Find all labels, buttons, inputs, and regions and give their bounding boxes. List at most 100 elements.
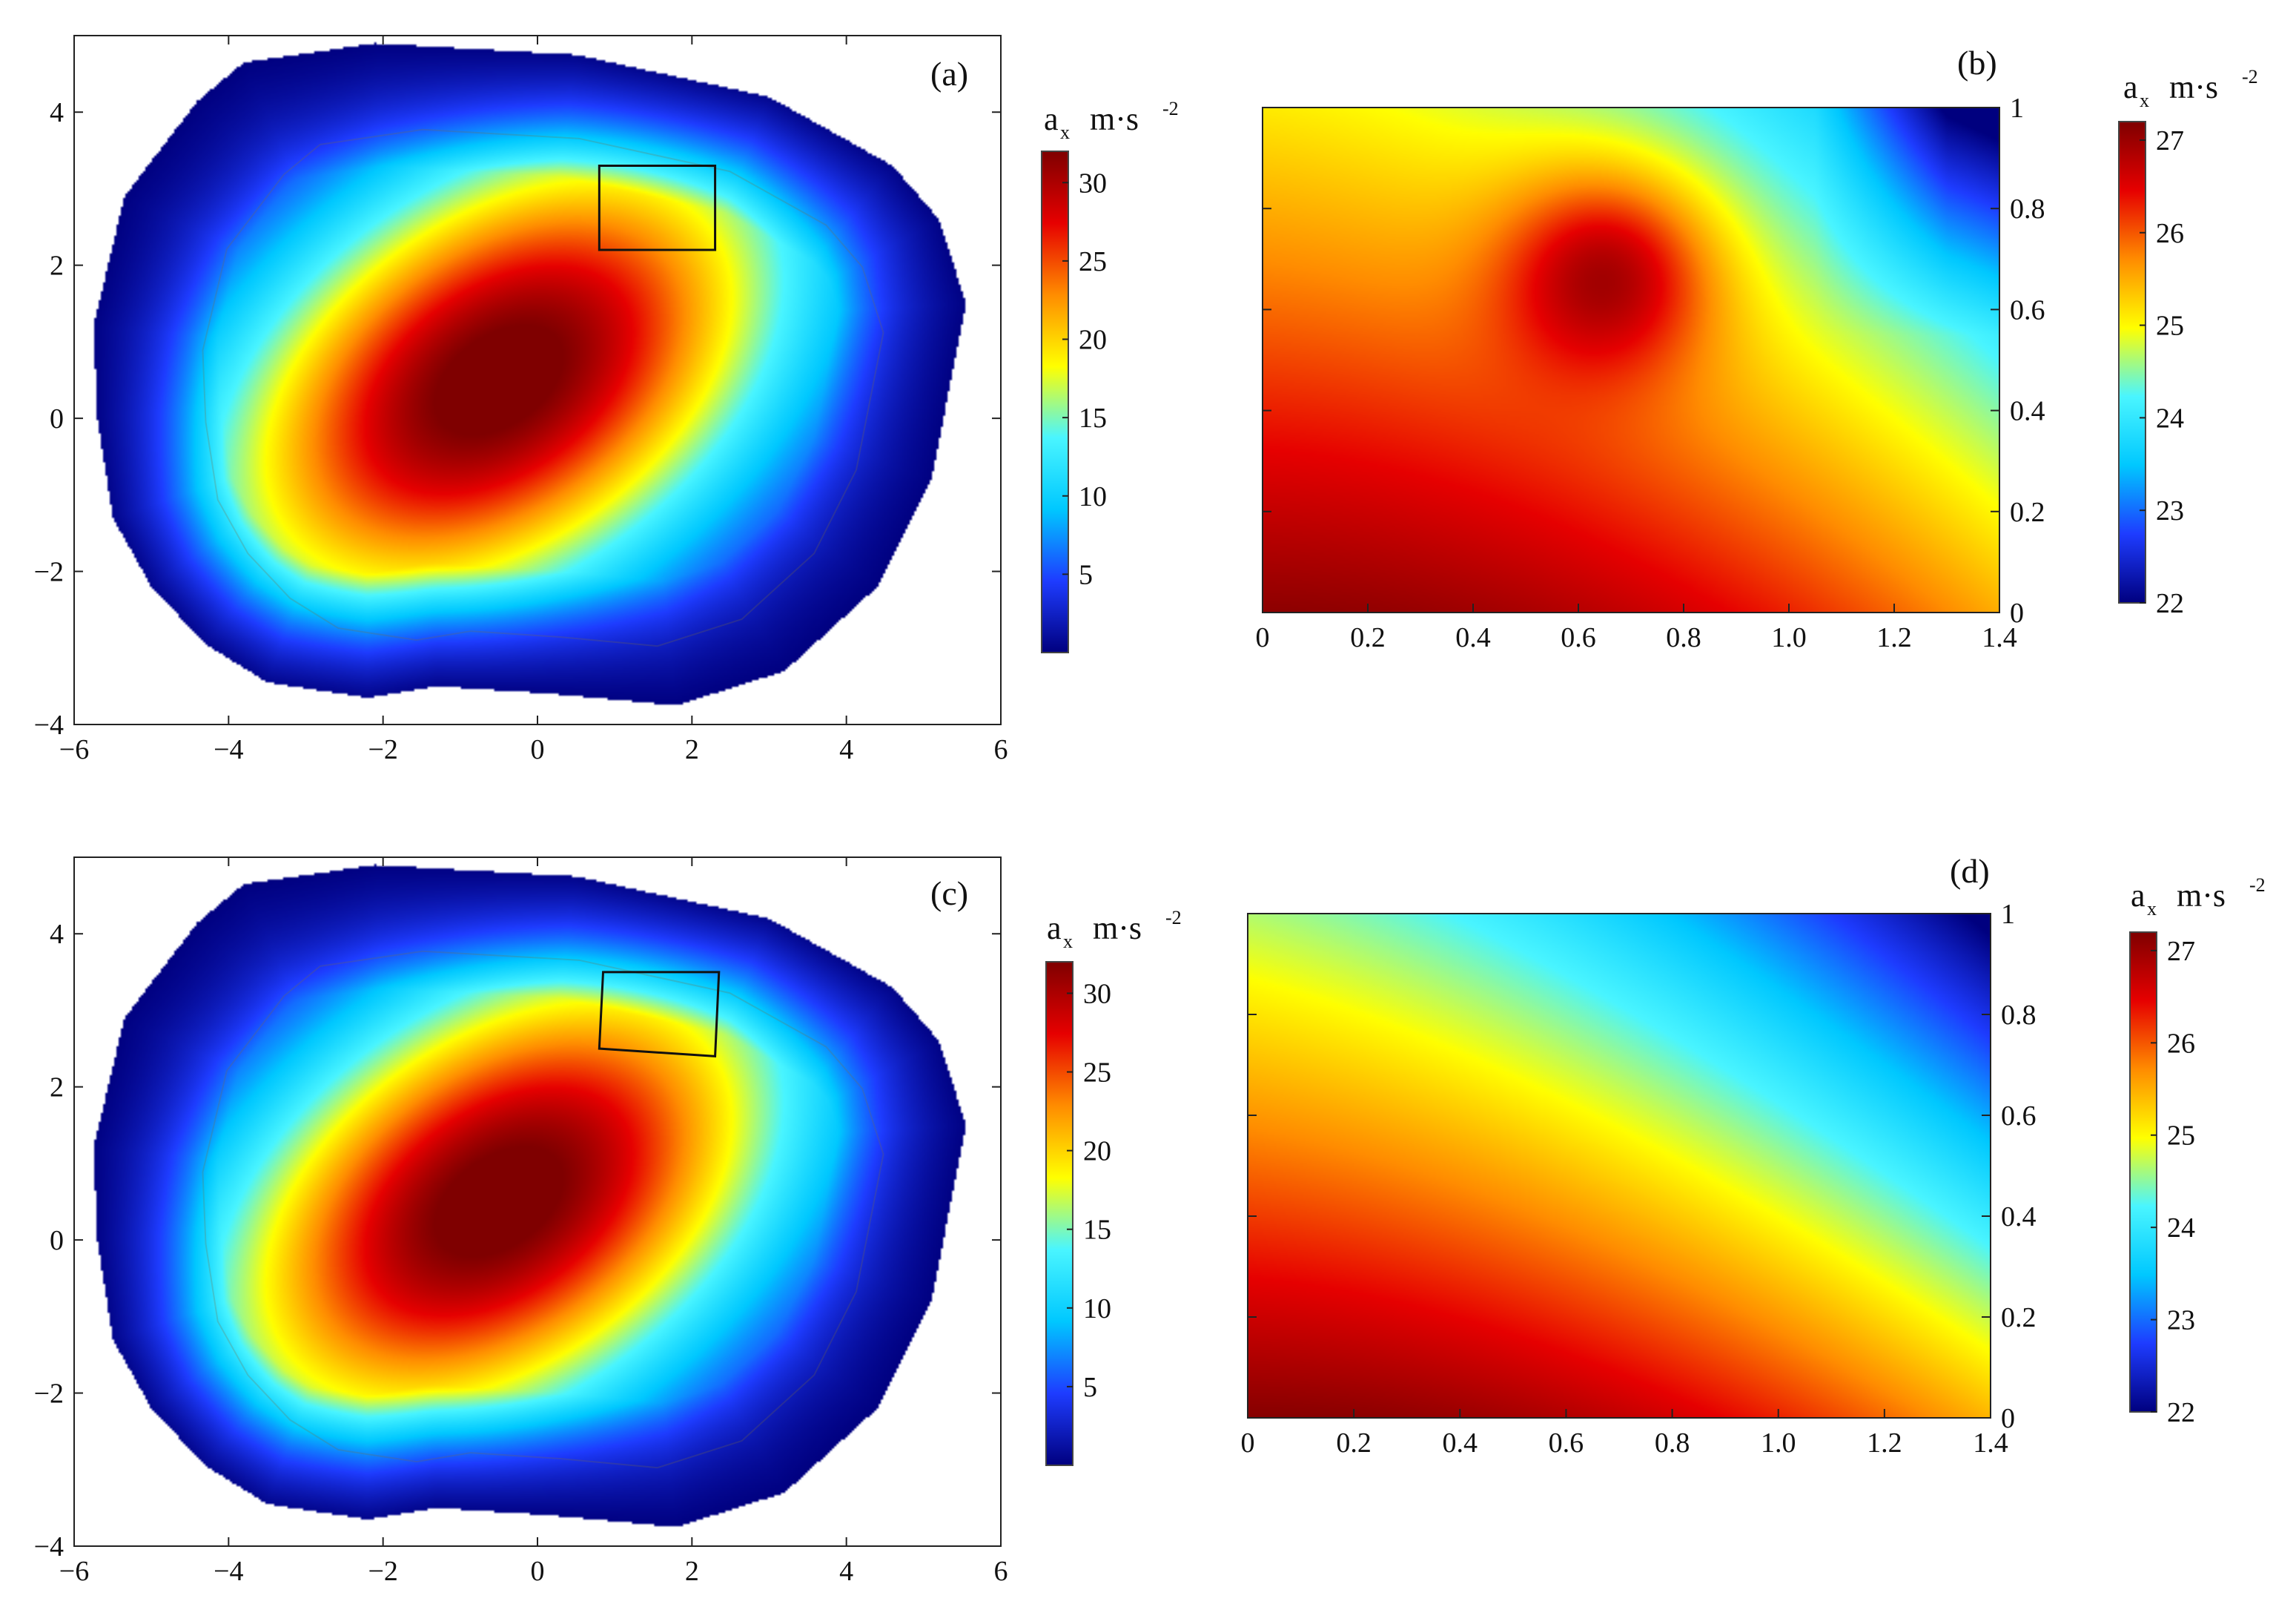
colorbar-subscript: x <box>1063 931 1073 952</box>
x-tick-label-a-4: 2 <box>685 734 699 765</box>
y-tick-label-c-0: −4 <box>34 1531 64 1562</box>
colorbar-title-d: a x m·s -2 <box>2131 874 2266 920</box>
colorbar-tick-label-d-1: 23 <box>2167 1305 2195 1336</box>
colorbar-tick-label-d-2: 24 <box>2167 1212 2195 1244</box>
colorbar-tick-label-a-5: 30 <box>1079 168 1107 199</box>
colorbar-subscript: x <box>2147 898 2157 920</box>
colorbar-unit: m·s <box>2177 877 2226 914</box>
x-tick-label-d-4: 0.8 <box>1655 1427 1690 1459</box>
colorbar-symbol: a <box>2123 69 2138 105</box>
y-tick-label-d-3: 0.6 <box>2001 1100 2037 1132</box>
colorbar-tick-label-c-4: 25 <box>1083 1057 1111 1089</box>
y-tick-label-d-4: 0.8 <box>2001 1000 2037 1031</box>
axes-frame-b <box>1262 107 2000 613</box>
x-tick-label-c-3: 0 <box>531 1556 545 1587</box>
y-tick-label-b-0: 0 <box>2010 598 2024 629</box>
x-tick-label-b-4: 0.8 <box>1666 622 1701 653</box>
panel-b: 0 0.2 0.4 0.6 0.8 1.0 1.2 1.400.20.40.60.81(b)2… <box>1256 44 2258 653</box>
x-tick-label-a-6: 6 <box>994 734 1008 765</box>
y-tick-label-c-1: −2 <box>34 1379 64 1410</box>
colorbar-tick-label-b-0: 22 <box>2156 588 2184 619</box>
x-tick-label-d-7: 1.4 <box>1973 1427 2008 1459</box>
x-tick-label-d-1: 0.2 <box>1336 1427 1372 1459</box>
colorbar-tick-label-c-5: 30 <box>1083 978 1111 1009</box>
contour-ring-c <box>202 950 884 1469</box>
colorbar-symbol: a <box>1044 101 1059 137</box>
y-tick-label-d-1: 0.2 <box>2001 1302 2037 1333</box>
colorbar-tick-label-b-1: 23 <box>2156 495 2184 527</box>
colorbar-tick-label-d-3: 25 <box>2167 1120 2195 1152</box>
x-tick-label-d-0: 0 <box>1241 1427 1255 1459</box>
colorbar-tick-label-c-3: 20 <box>1083 1136 1111 1167</box>
y-tick-label-a-3: 2 <box>50 251 64 282</box>
x-tick-label-b-5: 1.0 <box>1771 622 1807 653</box>
highlight-box-a <box>598 164 717 251</box>
x-tick-label-d-6: 1.2 <box>1867 1427 1902 1459</box>
heatmap-a <box>74 36 1001 724</box>
colorbar-tick-label-a-3: 20 <box>1079 325 1107 356</box>
colorbar-unit: m·s <box>2169 69 2218 105</box>
panel-d: 0 0.2 0.4 0.6 0.8 1.0 1.2 1.400.20.40.60.81(d)2… <box>1241 852 2266 1459</box>
colorbar-unit: m·s <box>1090 101 1139 137</box>
x-tick-label-b-3: 0.6 <box>1561 622 1596 653</box>
x-tick-label-a-1: −4 <box>214 734 243 765</box>
colorbar-tick-label-b-3: 25 <box>2156 311 2184 342</box>
y-tick-label-a-1: −2 <box>34 557 64 588</box>
y-tick-label-a-0: −4 <box>34 710 64 741</box>
x-tick-label-a-2: −2 <box>368 734 397 765</box>
x-tick-label-a-5: 4 <box>839 734 853 765</box>
colorbar-exponent: -2 <box>2242 66 2258 88</box>
panel-label-d: (d) <box>1950 852 1990 890</box>
colorbar-b <box>2118 121 2146 604</box>
y-tick-label-c-2: 0 <box>50 1225 64 1256</box>
x-tick-label-b-6: 1.2 <box>1876 622 1912 653</box>
y-tick-label-b-4: 0.8 <box>2010 194 2045 225</box>
colorbar-subscript: x <box>1060 122 1070 143</box>
y-tick-label-b-1: 0.2 <box>2010 497 2045 528</box>
colorbar-subscript: x <box>2140 90 2149 111</box>
y-tick-label-d-2: 0.4 <box>2001 1201 2037 1232</box>
colorbar-title-b: a x m·s -2 <box>2123 66 2258 111</box>
x-tick-label-b-0: 0 <box>1256 622 1270 653</box>
colorbar-symbol: a <box>2131 877 2146 914</box>
y-tick-label-b-3: 0.6 <box>2010 294 2045 326</box>
y-tick-label-c-3: 2 <box>50 1072 64 1103</box>
colorbar-c <box>1045 961 1073 1466</box>
colorbar-title-c: a x m·s -2 <box>1047 907 1182 952</box>
colorbar-d <box>2129 931 2157 1413</box>
colorbar-tick-label-a-2: 15 <box>1079 403 1107 434</box>
x-tick-label-d-3: 0.6 <box>1549 1427 1584 1459</box>
colorbar-tick-label-b-2: 24 <box>2156 403 2184 434</box>
highlight-box-c <box>598 971 721 1057</box>
y-tick-label-c-4: 4 <box>50 919 64 950</box>
y-tick-label-d-5: 1 <box>2001 899 2015 930</box>
heatmap-c <box>74 857 1001 1546</box>
panel-label-b: (b) <box>1957 44 1997 82</box>
colorbar-exponent: -2 <box>1162 98 1179 119</box>
colorbar-exponent: -2 <box>1165 907 1182 928</box>
y-tick-label-d-0: 0 <box>2001 1403 2015 1434</box>
panel-label-a: (a) <box>930 55 968 93</box>
x-tick-label-c-2: −2 <box>368 1556 397 1587</box>
y-tick-label-b-2: 0.4 <box>2010 396 2045 427</box>
colorbar-tick-label-d-4: 26 <box>2167 1028 2195 1059</box>
colorbar-tick-label-d-0: 22 <box>2167 1397 2195 1428</box>
colorbar-tick-label-d-5: 27 <box>2167 936 2195 967</box>
colorbar-a <box>1041 151 1069 653</box>
contour-ring-a <box>202 128 884 647</box>
heatmap-d <box>1248 914 1991 1418</box>
x-tick-label-c-1: −4 <box>214 1556 243 1587</box>
x-tick-label-b-2: 0.4 <box>1455 622 1491 653</box>
colorbar-tick-label-c-0: 5 <box>1083 1372 1097 1403</box>
colorbar-tick-label-a-4: 25 <box>1079 246 1107 277</box>
colorbar-unit: m·s <box>1093 910 1142 946</box>
panel-label-c: (c) <box>930 874 968 912</box>
x-tick-label-a-0: −6 <box>59 734 89 765</box>
x-tick-label-d-2: 0.4 <box>1443 1427 1478 1459</box>
x-tick-label-b-7: 1.4 <box>1982 622 2017 653</box>
colorbar-tick-label-a-0: 5 <box>1079 559 1093 590</box>
y-tick-label-b-5: 1 <box>2010 93 2024 124</box>
